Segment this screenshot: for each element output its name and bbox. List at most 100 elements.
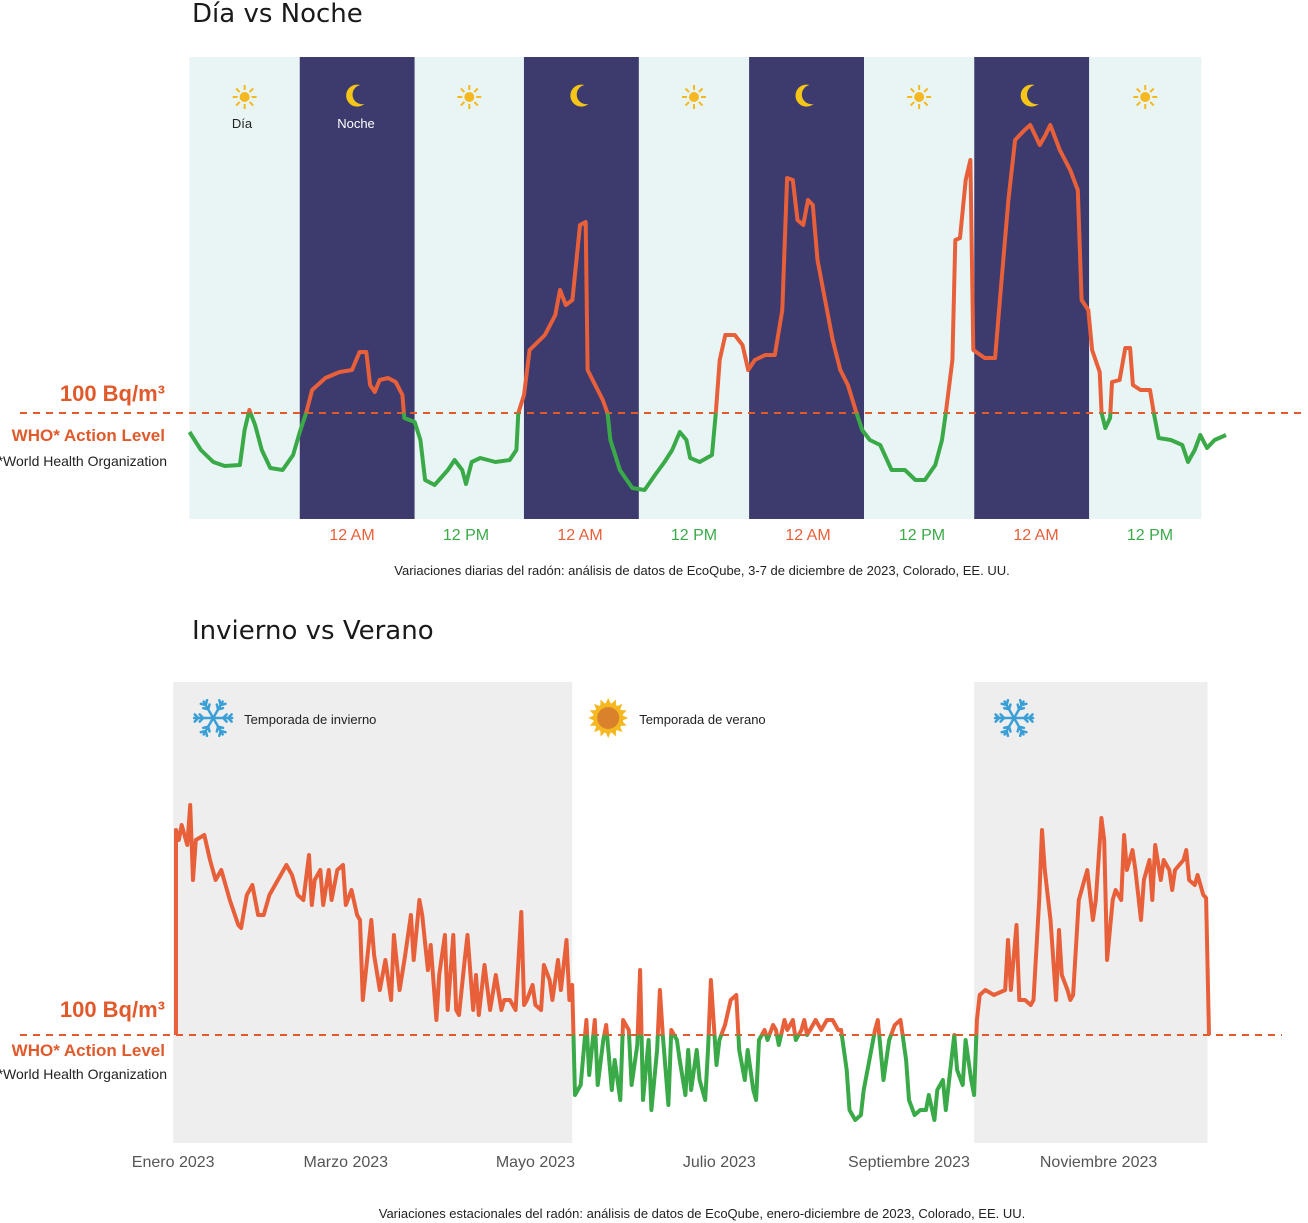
sun-ray [684, 87, 690, 93]
sun-ray [605, 731, 611, 738]
x-tick-label: 12 PM [671, 527, 717, 544]
winter-panel [173, 682, 573, 1143]
snowflake-branch [1018, 729, 1023, 738]
sun-ray [1136, 87, 1142, 93]
chart2-threshold-value: 100 Bq/m³ [60, 997, 165, 1022]
sun-ray [698, 101, 704, 107]
day-panel [414, 57, 524, 519]
sun-ray [460, 87, 466, 93]
chart1-who-label: WHO* Action Level [12, 426, 165, 445]
sun-icon [457, 85, 482, 109]
sun-ray [1136, 101, 1142, 107]
sun-ray [615, 703, 623, 711]
snowflake-branch [216, 706, 225, 711]
line-below-threshold [174, 1035, 1209, 1122]
chart1-x-ticks: 12 AM 12 PM 12 AM 12 PM 12 AM 12 PM 12 AM 12 PM [329, 527, 1173, 544]
sun-core [597, 707, 620, 729]
snowflake-branch [1027, 716, 1034, 723]
sun-ray [594, 703, 601, 711]
chart1-radon-line [187, 123, 1227, 492]
sun-ray [605, 698, 611, 705]
chart2-caption: Variaciones estacionales del radón: anál… [379, 1206, 1026, 1221]
sun-core [914, 92, 925, 102]
snowflake-branch [198, 713, 205, 720]
sun-core [1140, 92, 1151, 102]
day-panel [1089, 57, 1202, 519]
snowflake-branch [1020, 702, 1028, 707]
night-panel [299, 57, 415, 519]
x-tick-label: Septiembre 2023 [848, 1154, 970, 1171]
sun-ray [588, 715, 595, 721]
moon-icon [346, 84, 365, 107]
moon-icon [795, 84, 814, 107]
night-panel [974, 57, 1090, 519]
sun-icon [907, 85, 932, 109]
sun-ray [1149, 101, 1155, 107]
sun-ray [698, 87, 704, 93]
sun-ray [684, 101, 690, 107]
snowflake-branch [202, 725, 210, 730]
chart2-who-label: WHO* Action Level [12, 1041, 165, 1060]
sun-ray [909, 101, 915, 107]
snowflake-branch [1016, 725, 1021, 733]
day-label: Día [232, 116, 253, 131]
sun-core [464, 92, 475, 102]
x-tick-label: Mayo 2023 [496, 1154, 575, 1171]
season-panels [173, 682, 1208, 1143]
season-icons: Temporada de invierno Temporada de verano [192, 698, 1035, 738]
sun-ray [923, 87, 929, 93]
sun-ray [473, 87, 479, 93]
chart2-radon-line [174, 803, 1211, 1122]
snowflake-branch [1007, 703, 1012, 711]
sun-ray [909, 87, 915, 93]
chart1-title: Día vs Noche [192, 0, 363, 29]
snowflake-branch [206, 703, 211, 711]
snowflake-branch [193, 713, 200, 720]
sun-core [239, 92, 250, 102]
night-panel [749, 57, 865, 519]
snowflake-branch [226, 716, 233, 723]
snowflake-branch [1005, 698, 1010, 707]
moon-icon [570, 84, 589, 107]
night-panel [523, 57, 639, 519]
sun-ray [923, 101, 929, 107]
x-tick-label: Julio 2023 [683, 1154, 756, 1171]
sun-ray [235, 87, 241, 93]
night-label: Noche [337, 116, 375, 131]
x-tick-label: Noviembre 2023 [1040, 1154, 1158, 1171]
sun-core [689, 92, 699, 102]
day-panel [638, 57, 750, 519]
sun-icon [682, 85, 706, 109]
moon-icon [1020, 84, 1039, 107]
snowflake-branch [994, 713, 1001, 720]
x-tick-label: 12 PM [899, 527, 945, 544]
chart1-who-note: *World Health Organization [0, 453, 167, 469]
sun-icon [1133, 85, 1158, 109]
snowflake-icon [192, 698, 234, 738]
winter-season-label: Temporada de invierno [244, 712, 376, 727]
snowflake-branch [221, 716, 228, 723]
sun-ray [248, 101, 254, 107]
snowflake-branch [1000, 729, 1008, 734]
snowflake-branch [199, 729, 207, 734]
chart1-caption: Variaciones diarias del radón: análisis … [394, 563, 1009, 578]
snowflake-branch [999, 713, 1006, 720]
sun-ray [460, 101, 466, 107]
sun-ray [473, 101, 479, 107]
x-tick-label: Enero 2023 [132, 1154, 215, 1171]
sun-icon [232, 85, 257, 109]
x-tick-label: 12 AM [785, 527, 830, 544]
summer-season-label: Temporada de verano [639, 712, 765, 727]
line-above-threshold [246, 123, 1156, 413]
x-tick-label: 12 AM [1013, 527, 1058, 544]
snowflake-icon [993, 698, 1035, 738]
x-tick-label: Marzo 2023 [304, 1154, 389, 1171]
sun-ray [594, 725, 601, 733]
snowflake-branch [1017, 706, 1026, 711]
snowflake-branch [1002, 725, 1011, 730]
sun-ray [1149, 87, 1155, 93]
x-tick-label: 12 PM [443, 527, 489, 544]
snowflake-branch [204, 698, 209, 707]
sun-ray [621, 715, 629, 721]
